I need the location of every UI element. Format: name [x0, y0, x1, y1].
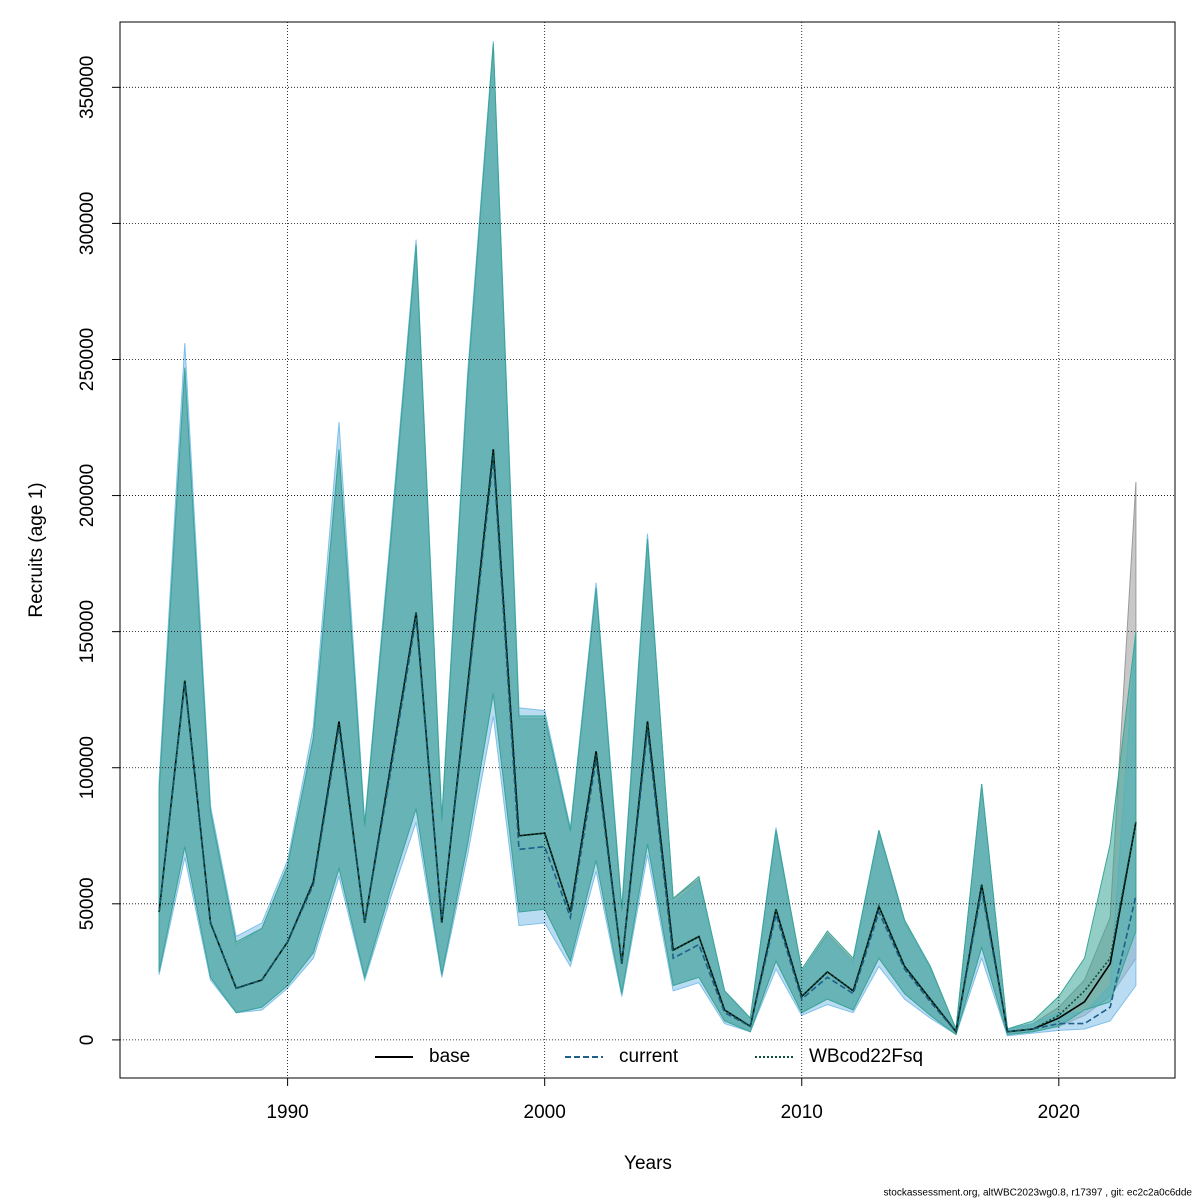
series-line — [158, 451, 1137, 1034]
legend-label: base — [429, 1046, 470, 1067]
legend-label: WBcod22Fsq — [809, 1046, 923, 1067]
footnote: stockassessment.org, altWBC2023wg0.8, r1… — [883, 1188, 1192, 1199]
confidence-band — [158, 43, 1137, 1036]
y-tick-label: 300000 — [77, 192, 98, 255]
legend-label: current — [619, 1046, 679, 1067]
y-tick-label: 200000 — [77, 464, 98, 527]
series-line — [158, 457, 1137, 1034]
y-axis-title: Recruits (age 1) — [26, 482, 47, 617]
x-tick-label: 2020 — [1038, 1102, 1080, 1123]
x-tick-label: 1990 — [266, 1102, 308, 1123]
x-axis-title: Years — [624, 1153, 672, 1174]
x-tick-label: 2010 — [781, 1102, 823, 1123]
y-tick-label: 100000 — [77, 736, 98, 799]
y-tick-label: 150000 — [77, 600, 98, 663]
x-tick-label: 2000 — [524, 1102, 566, 1123]
y-tick-label: 250000 — [77, 328, 98, 391]
y-tick-label: 350000 — [77, 56, 98, 119]
plot-frame — [119, 21, 1176, 1079]
y-tick-label: 0 — [77, 1035, 98, 1046]
y-tick-label: 50000 — [77, 877, 98, 930]
